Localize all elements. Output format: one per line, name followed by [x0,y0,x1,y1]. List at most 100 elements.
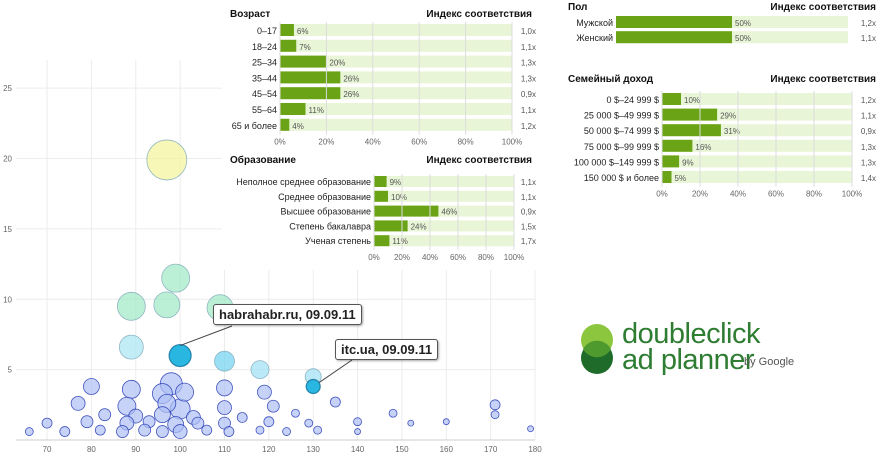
value-label: 9% [390,178,402,187]
index-value: 1,1x [521,193,536,202]
index-value: 1,1x [521,106,536,115]
age-panel: Возраст Индекс соответствия 0–17 6% 1,0x 18–2… [222,0,540,148]
bar-track [280,103,512,115]
bubble-point [266,399,280,413]
bubble-point [257,384,272,400]
value-label: 50% [735,19,751,28]
bubble-point [388,408,398,418]
category-label: 55–64 [252,105,277,115]
bar-track [662,155,852,168]
bubble-point [191,416,205,430]
bubble-point [313,425,323,435]
x-tick-label: 130 [307,445,321,454]
bubble-point [116,425,129,438]
value-label: 5% [675,174,687,183]
value-label: 31% [724,127,740,136]
y-tick-label: 20 [3,155,12,164]
bubble-point [155,425,169,438]
bar [280,39,297,52]
bar [616,31,732,44]
y-tick-label: 25 [3,84,12,93]
bubble-point [41,417,53,429]
x-tick-label: 70 [43,445,52,454]
y-tick-label: 15 [3,225,12,234]
category-label: Среднее образование [278,192,371,202]
bar [374,205,439,217]
bar [280,55,327,68]
panel-title: Возраст [230,9,270,20]
callout-pointer [179,325,233,347]
bubble-point [216,379,233,397]
x-tick-label: 20% [318,138,334,147]
category-label: 18–24 [252,42,277,52]
x-tick-label: 110 [218,445,231,454]
bar-track [662,171,852,183]
callout-itc: itc.ua, 09.09.11 [335,339,439,360]
bubble-point [490,410,500,420]
callout-pointer [318,359,353,383]
bar [662,171,672,183]
category-label: Ученая степень [305,236,371,246]
x-tick-label: 170 [484,445,498,454]
x-tick-label: 100% [504,253,524,262]
category-label: 150 000 $ и более [584,173,659,183]
bubble-point [80,415,94,429]
bubble-point [407,419,415,427]
category-label: 50 000 $–74 999 $ [584,126,659,136]
x-tick-label: 80% [458,138,474,147]
index-value: 1,1x [521,178,536,187]
x-tick-label: 60% [450,253,466,262]
index-value: 1,1x [861,34,876,43]
x-tick-label: 0% [274,138,286,147]
bar [662,93,681,105]
x-tick-label: 20% [692,190,708,199]
bubble-point [98,408,112,422]
x-tick-label: 0% [656,190,668,199]
bubble-point [116,291,146,321]
index-value: 1,2x [521,122,536,131]
x-tick-label: 40% [422,253,438,262]
bar-track [374,220,514,232]
logo-line-1: doubleclick [622,318,760,350]
x-tick-label: 180 [528,445,542,454]
bubble-point [527,425,534,433]
bar [374,190,388,202]
bar [616,16,732,28]
index-value: 1,2x [861,96,876,105]
bubble-point [94,424,106,436]
bar [662,108,718,121]
category-label: Высшее образование [281,207,372,217]
bubble-point [236,412,248,423]
bar-track [374,205,514,217]
bubble-point [146,139,188,181]
bubble-point [214,350,235,372]
value-label: 6% [297,27,309,36]
x-tick-label: 20% [394,253,410,262]
category-label: 35–44 [252,73,277,83]
bar-track [374,176,514,187]
bubble-point [138,423,152,437]
x-tick-label: 150 [395,445,409,454]
bar-track [280,118,512,131]
x-tick-label: 90 [131,445,140,454]
index-value: 0,9x [861,127,876,136]
value-label: 11% [309,106,324,115]
bubble-point [24,427,34,436]
bubble-point [305,378,321,395]
bubble-point [217,400,232,416]
bubble-point [223,426,235,437]
bubble-point [153,291,181,319]
x-tick-label: 80 [87,445,96,454]
value-label: 26% [343,74,359,83]
x-tick-label: 40% [365,138,381,147]
income-panel: Семейный доход Индекс соответствия 0 $–24 … [560,64,880,200]
x-tick-label: 100% [842,190,862,199]
category-label: Женский [576,33,613,43]
bubble-point [83,378,100,395]
x-tick-label: 60% [411,138,427,147]
index-value: 1,4x [861,174,876,183]
value-label: 16% [695,143,711,152]
bar-track [280,39,512,52]
bubble-point [489,399,501,411]
bubble-point [353,417,362,427]
